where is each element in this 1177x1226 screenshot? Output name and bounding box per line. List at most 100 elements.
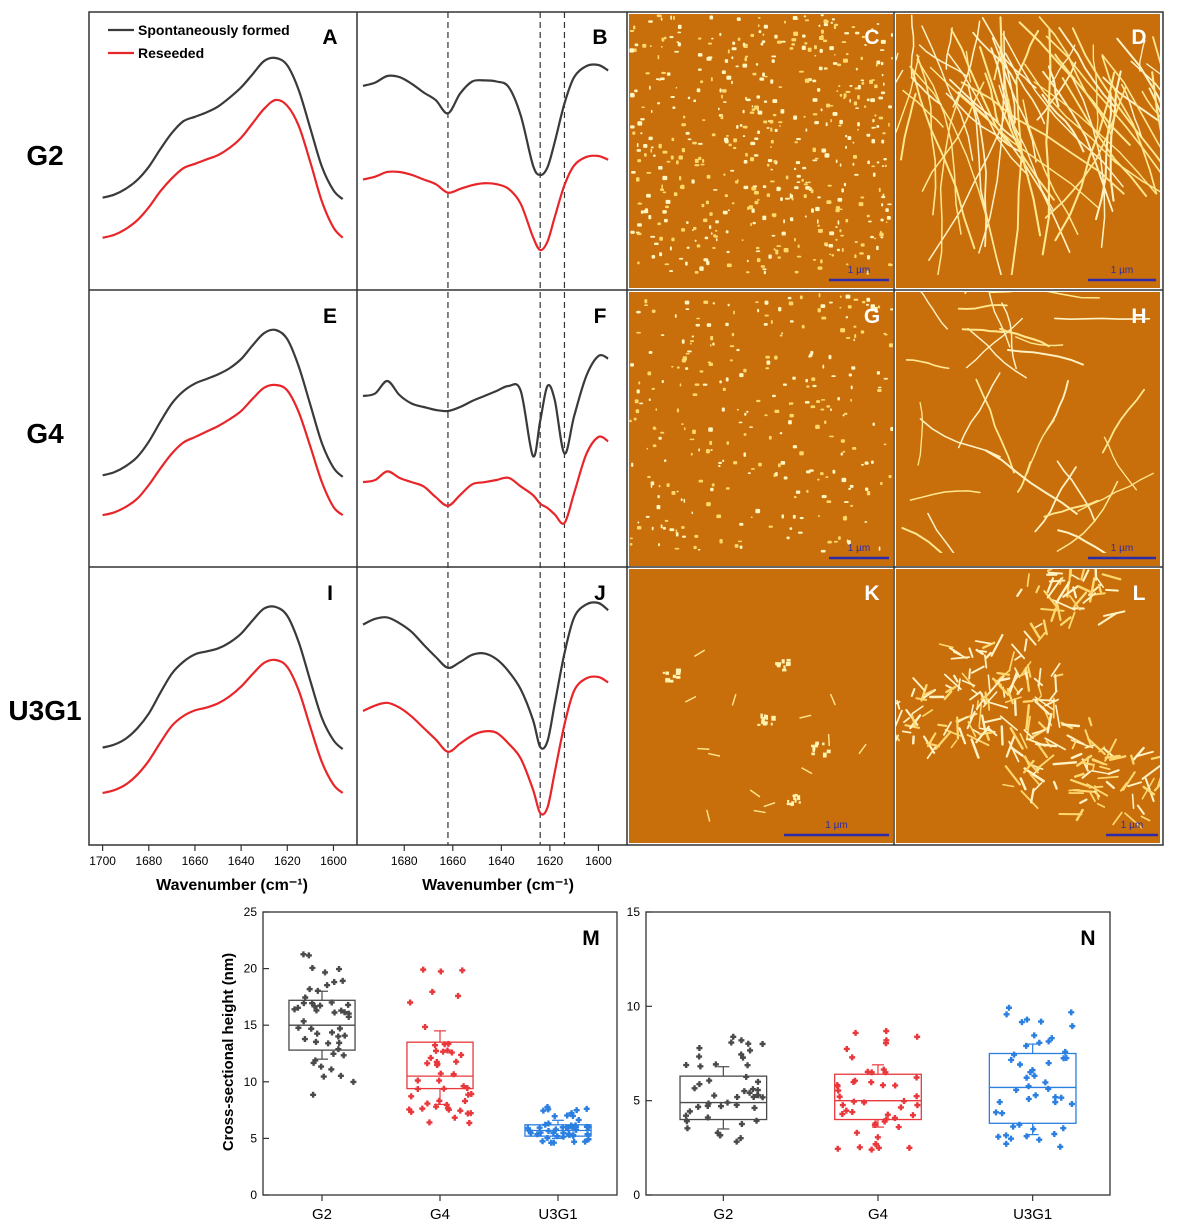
scatter-point-G2 xyxy=(751,1104,758,1111)
aggregate-particle xyxy=(807,181,811,184)
aggregate-particle xyxy=(689,340,695,343)
afm-image-H: 1 µm xyxy=(896,292,1160,566)
scatter-point-G4 xyxy=(897,1104,904,1111)
aggregate-particle xyxy=(737,540,743,543)
scatter-point-G2 xyxy=(738,1037,745,1044)
scatter-point-U3G1 xyxy=(545,1106,552,1113)
aggregate-particle xyxy=(871,165,875,168)
scatter-point-G4 xyxy=(914,1033,921,1040)
aggregate-particle xyxy=(743,185,749,190)
aggregate-particle xyxy=(629,48,634,53)
aggregate-particle xyxy=(731,332,735,337)
aggregate-particle xyxy=(871,79,876,81)
aggregate-particle xyxy=(727,303,730,307)
aggregate-particle xyxy=(666,483,670,488)
aggregate-particle xyxy=(681,147,686,153)
aggregate-particle xyxy=(829,46,834,51)
aggregate-particle xyxy=(762,72,765,77)
short-fibril xyxy=(1034,623,1043,629)
aggregate-particle xyxy=(649,45,652,47)
aggregate-particle xyxy=(838,124,842,127)
aggregate-particle xyxy=(845,294,851,299)
aggregate-particle xyxy=(685,261,688,266)
scatter-point-U3G1 xyxy=(996,1099,1003,1106)
aggregate-particle xyxy=(638,381,641,385)
scatter-point-U3G1 xyxy=(539,1138,546,1145)
scatter-point-G2 xyxy=(331,1009,338,1016)
aggregate-particle xyxy=(878,546,881,551)
short-fibril xyxy=(990,633,1004,657)
scatter-point-U3G1 xyxy=(568,1110,575,1117)
aggregate-particle xyxy=(793,31,799,37)
aggregate-particle xyxy=(699,266,704,271)
aggregate-particle xyxy=(750,516,753,519)
derivative-line-spontaneous-B xyxy=(362,63,609,177)
aggregate-particle xyxy=(735,65,739,68)
aggregate-particle xyxy=(723,173,726,176)
aggregate-particle xyxy=(843,501,849,503)
short-fibril xyxy=(1090,770,1111,775)
aggregate-particle xyxy=(876,125,880,128)
short-fibril xyxy=(975,725,990,744)
aggregate-particle xyxy=(845,145,847,149)
aggregate-particle xyxy=(812,159,818,162)
aggregate-particle xyxy=(722,210,728,215)
aggregate-particle xyxy=(630,363,634,367)
scatter-point-U3G1 xyxy=(1060,1055,1067,1062)
aggregate-particle xyxy=(812,147,816,153)
absorbance-line-reseeded-A xyxy=(102,98,344,239)
y-tick-label-M: 15 xyxy=(244,1018,258,1032)
scatter-point-U3G1 xyxy=(1068,1101,1075,1108)
short-fibril xyxy=(1016,687,1023,695)
scatter-point-G4 xyxy=(909,1112,916,1119)
aggregate-particle xyxy=(860,56,864,60)
scatter-point-U3G1 xyxy=(1003,1132,1010,1139)
scatter-point-U3G1 xyxy=(1024,1016,1031,1023)
short-fibril xyxy=(1141,765,1160,780)
short-fibril xyxy=(1031,729,1046,735)
scatter-point-G2 xyxy=(310,1091,317,1098)
aggregate-particle xyxy=(779,432,783,435)
aggregate-particle xyxy=(857,95,860,100)
aggregate-particle xyxy=(737,37,741,41)
scatter-point-G4 xyxy=(408,1108,415,1115)
aggregate-particle xyxy=(843,412,848,415)
aggregate-particle xyxy=(764,75,768,78)
aggregate-particle xyxy=(677,42,681,47)
short-fibril xyxy=(938,643,954,649)
scatter-point-G2 xyxy=(322,969,329,976)
aggregate-particle xyxy=(772,113,777,117)
aggregate-particle xyxy=(794,793,798,797)
scatter-point-G2 xyxy=(741,1088,748,1095)
aggregate-particle xyxy=(697,68,702,71)
short-fibril xyxy=(1008,740,1020,763)
aggregate-particle xyxy=(791,801,795,806)
aggregate-particle xyxy=(669,35,674,39)
aggregate-particle xyxy=(879,232,884,237)
aggregate-particle xyxy=(711,37,714,40)
aggregate-particle xyxy=(785,175,789,180)
aggregate-particle xyxy=(651,146,654,149)
aggregate-particle xyxy=(763,323,768,326)
aggregate-particle xyxy=(713,234,717,237)
aggregate-particle xyxy=(743,433,747,436)
aggregate-particle xyxy=(857,128,859,131)
fibril xyxy=(921,81,985,192)
aggregate-particle xyxy=(820,29,824,34)
aggregate-particle xyxy=(807,47,812,52)
aggregate-particle xyxy=(850,504,854,507)
aggregate-particle xyxy=(838,85,841,87)
scatter-point-G4 xyxy=(879,1082,886,1089)
aggregate-particle xyxy=(788,420,792,425)
scatter-point-G2 xyxy=(336,966,343,973)
aggregate-particle xyxy=(640,132,643,135)
afm-image-G: 1 µm xyxy=(629,292,893,566)
scatter-point-G4 xyxy=(455,992,462,999)
x-tick-label-absorbance: 1700 xyxy=(89,854,116,868)
aggregate-particle xyxy=(770,168,774,171)
short-fibril xyxy=(980,714,987,732)
aggregate-particle xyxy=(817,478,820,481)
short-fibril xyxy=(1103,610,1126,617)
short-fibril xyxy=(1091,758,1105,765)
legend-label-reseeded: Reseeded xyxy=(138,45,204,61)
